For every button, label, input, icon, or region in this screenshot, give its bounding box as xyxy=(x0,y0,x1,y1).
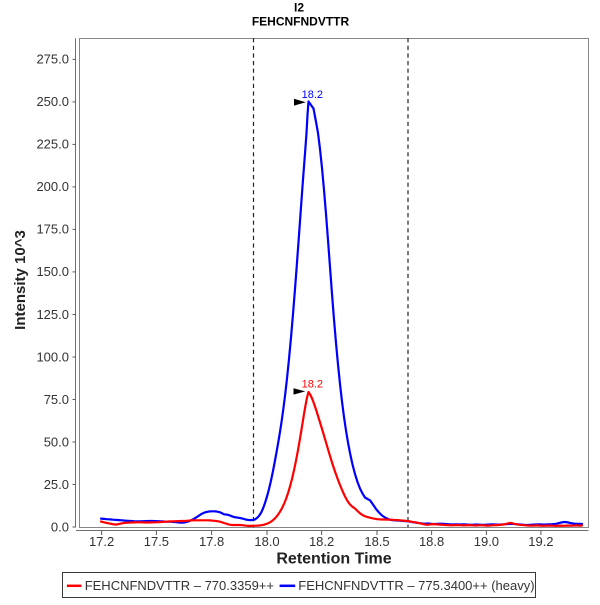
svg-text:18.8: 18.8 xyxy=(419,534,444,549)
svg-text:17.8: 17.8 xyxy=(199,534,224,549)
svg-text:19.0: 19.0 xyxy=(474,534,499,549)
svg-text:75.0: 75.0 xyxy=(44,392,69,407)
svg-text:Retention Time: Retention Time xyxy=(276,550,391,567)
svg-text:275.0: 275.0 xyxy=(36,52,69,67)
svg-text:200.0: 200.0 xyxy=(36,179,69,194)
svg-text:175.0: 175.0 xyxy=(36,222,69,237)
svg-text:18.0: 18.0 xyxy=(254,534,279,549)
svg-text:225.0: 225.0 xyxy=(36,137,69,152)
svg-text:18.2: 18.2 xyxy=(309,534,334,549)
svg-text:250.0: 250.0 xyxy=(36,94,69,109)
svg-text:FEHCNFNDVTTR – 775.3400++ (hea: FEHCNFNDVTTR – 775.3400++ (heavy) xyxy=(298,578,534,593)
svg-text:FEHCNFNDVTTR: FEHCNFNDVTTR xyxy=(252,15,350,29)
svg-text:25.0: 25.0 xyxy=(44,477,69,492)
svg-text:FEHCNFNDVTTR – 770.3359++: FEHCNFNDVTTR – 770.3359++ xyxy=(85,578,274,593)
svg-text:19.2: 19.2 xyxy=(528,534,553,549)
svg-text:I2: I2 xyxy=(294,1,304,15)
svg-text:0.0: 0.0 xyxy=(51,519,69,534)
svg-text:17.2: 17.2 xyxy=(89,534,114,549)
svg-text:125.0: 125.0 xyxy=(36,307,69,322)
svg-text:18.5: 18.5 xyxy=(364,534,389,549)
svg-text:18.2: 18.2 xyxy=(302,378,323,390)
svg-text:150.0: 150.0 xyxy=(36,264,69,279)
svg-text:17.5: 17.5 xyxy=(144,534,169,549)
svg-text:Intensity 10^3: Intensity 10^3 xyxy=(12,230,29,330)
svg-text:100.0: 100.0 xyxy=(36,349,69,364)
svg-text:18.2: 18.2 xyxy=(302,89,323,101)
svg-text:50.0: 50.0 xyxy=(44,434,69,449)
